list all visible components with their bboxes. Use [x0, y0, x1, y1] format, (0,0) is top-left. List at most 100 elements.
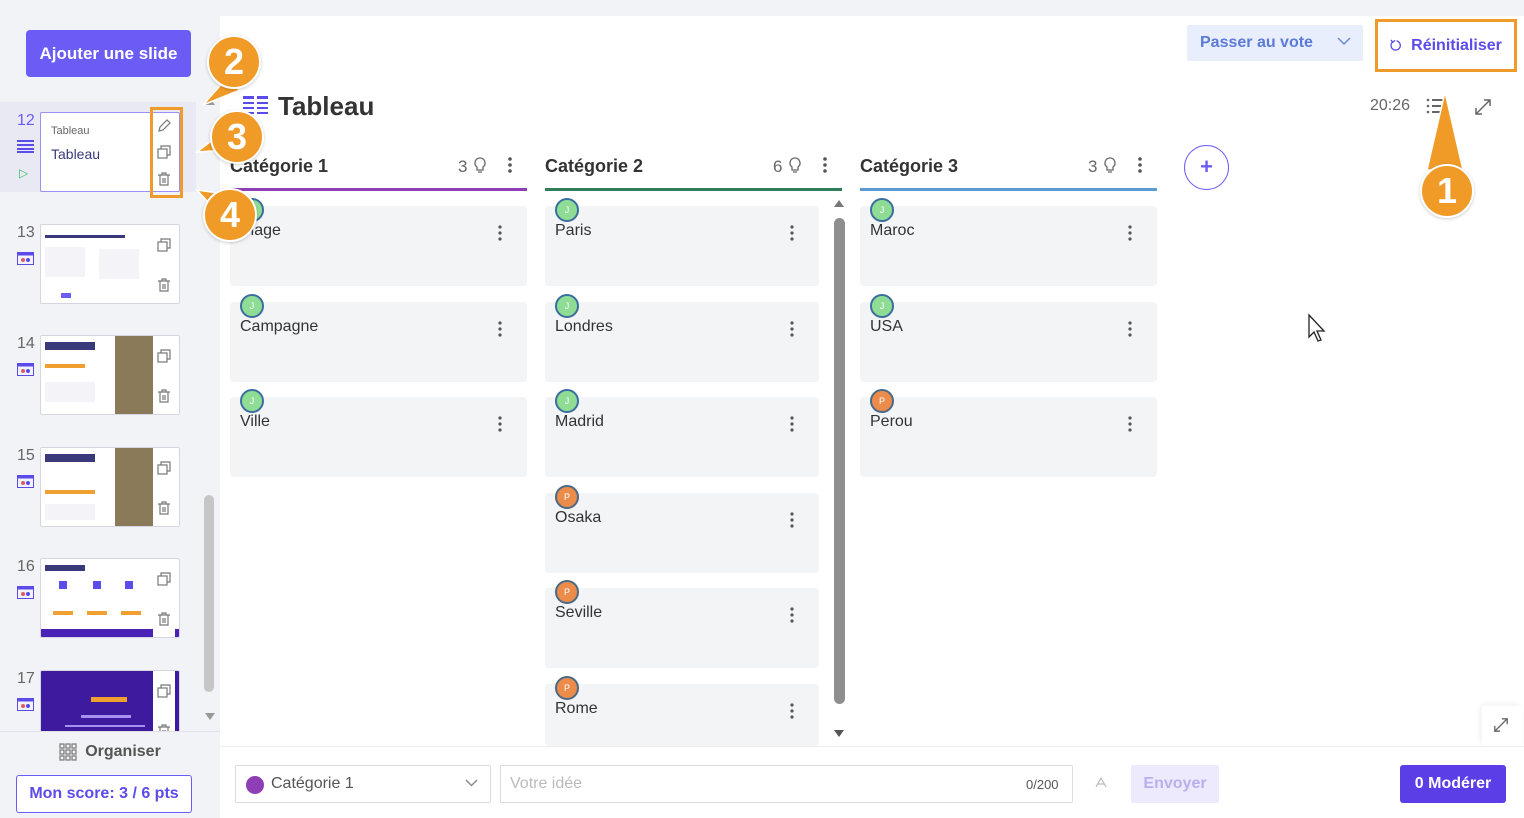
column-underline — [230, 188, 527, 191]
idea-card[interactable]: J Campagne — [230, 294, 527, 382]
slide-thumbnail[interactable]: Tableau Tableau — [40, 112, 180, 192]
score-button[interactable]: Mon score: 3 / 6 pts — [16, 775, 192, 813]
avatar: P — [555, 485, 579, 509]
card-menu-icon[interactable] — [789, 512, 795, 528]
card-menu-icon[interactable] — [497, 416, 503, 432]
delete-icon[interactable] — [156, 388, 172, 404]
duplicate-icon[interactable] — [156, 144, 172, 160]
fullscreen-icon[interactable] — [1474, 98, 1492, 116]
slide-item-14[interactable]: 14 — [0, 325, 196, 415]
edit-icon[interactable] — [156, 118, 172, 134]
card-menu-icon[interactable] — [1127, 416, 1133, 432]
slide-thumbnail[interactable] — [40, 447, 180, 527]
duplicate-icon[interactable] — [156, 571, 172, 587]
play-icon[interactable]: ▷ — [19, 166, 29, 180]
card-menu-icon[interactable] — [1127, 225, 1133, 241]
slide-item-12[interactable]: 12 ▷ Tableau Tableau — [0, 102, 196, 192]
corner-expand-button[interactable] — [1482, 706, 1522, 746]
idea-text: USA — [870, 318, 903, 335]
avatar: J — [240, 389, 264, 413]
slide-actions — [153, 225, 175, 303]
column-header: Catégorie 2 6 — [545, 154, 842, 191]
slide-number: 15 — [17, 447, 35, 464]
duplicate-icon[interactable] — [156, 348, 172, 364]
avatar: P — [555, 676, 579, 700]
idea-card[interactable]: J Maroc — [860, 198, 1157, 286]
idea-text: Perou — [870, 413, 913, 430]
idea-card[interactable]: J Londres — [545, 294, 819, 382]
send-button[interactable]: Envoyer — [1131, 765, 1219, 803]
delete-icon[interactable] — [156, 611, 172, 627]
duplicate-icon[interactable] — [156, 237, 172, 253]
idea-card[interactable]: J Paris — [545, 198, 819, 286]
column-title: Catégorie 2 — [545, 156, 644, 176]
anonymous-icon[interactable] — [1093, 775, 1109, 791]
slide-thumbnail[interactable] — [40, 670, 180, 732]
slide-actions — [153, 671, 175, 732]
lightbulb-icon — [1104, 157, 1116, 173]
column-underline — [860, 188, 1157, 191]
list-icon[interactable] — [1426, 98, 1446, 114]
vote-dropdown[interactable]: Passer au vote — [1187, 25, 1363, 61]
column-header: Catégorie 3 3 — [860, 154, 1157, 191]
duplicate-icon[interactable] — [156, 683, 172, 699]
slide-item-16[interactable]: 16 — [0, 548, 196, 638]
card-menu-icon[interactable] — [497, 225, 503, 241]
slide-number: 17 — [17, 670, 35, 687]
slide-item-17[interactable]: 17 — [0, 660, 196, 732]
slide-actions — [153, 113, 175, 191]
slide-item-15[interactable]: 15 — [0, 437, 196, 527]
idea-card[interactable]: P Seville — [545, 580, 819, 668]
card-menu-icon[interactable] — [497, 321, 503, 337]
card-menu-icon[interactable] — [789, 225, 795, 241]
idea-text: Paris — [555, 222, 592, 239]
avatar: P — [555, 580, 579, 604]
slide-thumbnail[interactable] — [40, 558, 180, 638]
column-scrollbar[interactable] — [832, 196, 846, 744]
duplicate-icon[interactable] — [156, 460, 172, 476]
column-menu-icon[interactable] — [507, 156, 513, 174]
scroll-down-icon[interactable] — [204, 712, 216, 722]
slide-thumbnail[interactable] — [40, 335, 180, 415]
card-menu-icon[interactable] — [1127, 321, 1133, 337]
slide-type-icon — [17, 698, 34, 711]
card-menu-icon[interactable] — [789, 703, 795, 719]
slide-number: 14 — [17, 335, 35, 352]
delete-icon[interactable] — [156, 723, 172, 732]
board-panel: Passer au vote Réinitialiser Tableau 20:… — [220, 16, 1524, 818]
add-column-button[interactable]: + — [1184, 145, 1229, 190]
thumbnail-subtitle: Tableau — [51, 146, 101, 162]
idea-card[interactable]: J Ville — [230, 389, 527, 477]
column-underline — [545, 188, 842, 191]
idea-card[interactable]: P Perou — [860, 389, 1157, 477]
organiser-button[interactable]: Organiser — [0, 731, 220, 771]
category-select[interactable]: Catégorie 1 — [235, 765, 491, 803]
slide-actions — [153, 448, 175, 526]
column-scroll-thumb[interactable] — [834, 218, 845, 704]
moderate-button[interactable]: 0 Modérer — [1400, 765, 1506, 803]
idea-card[interactable]: P Rome — [545, 676, 819, 746]
idea-text: Ville — [240, 413, 270, 430]
reset-button[interactable]: Réinitialiser — [1375, 19, 1517, 72]
avatar: J — [240, 294, 264, 318]
column-menu-icon[interactable] — [1137, 156, 1143, 174]
delete-icon[interactable] — [156, 277, 172, 293]
sidebar-scroll-thumb[interactable] — [204, 495, 214, 692]
delete-icon[interactable] — [156, 500, 172, 516]
idea-card[interactable]: J USA — [860, 294, 1157, 382]
card-menu-icon[interactable] — [789, 607, 795, 623]
idea-input[interactable] — [500, 765, 1073, 803]
card-menu-icon[interactable] — [789, 321, 795, 337]
slide-thumbnail[interactable] — [40, 224, 180, 304]
card-menu-icon[interactable] — [789, 416, 795, 432]
delete-icon[interactable] — [156, 171, 172, 187]
add-slide-button[interactable]: Ajouter une slide — [26, 30, 191, 77]
slide-item-13[interactable]: 13 — [0, 214, 196, 304]
idea-card[interactable]: J Madrid — [545, 389, 819, 477]
category-selected-label: Catégorie 1 — [271, 775, 354, 792]
scroll-down-icon[interactable] — [833, 729, 845, 739]
idea-card[interactable]: Plage J — [230, 198, 527, 286]
idea-card[interactable]: P Osaka — [545, 485, 819, 573]
scroll-up-icon[interactable] — [833, 198, 845, 208]
column-menu-icon[interactable] — [822, 156, 828, 174]
